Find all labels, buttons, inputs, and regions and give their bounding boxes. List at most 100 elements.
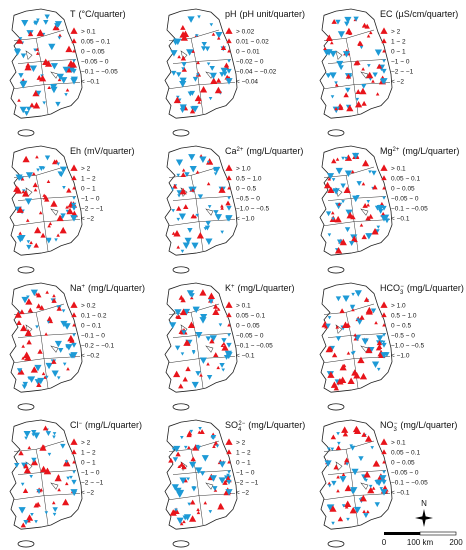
site-symbol [18,231,23,235]
site-symbol [182,376,188,382]
legend-label: 0 ~ 1 [236,460,251,467]
site-symbol [216,365,221,370]
site-symbol [215,31,223,39]
site-symbol [331,158,337,164]
title-name: NO [380,420,394,430]
site-symbol [57,347,64,353]
site-symbol [190,456,196,462]
site-symbol [21,20,29,27]
site-symbol [39,488,44,492]
legend-label: > 0.1 [236,303,251,310]
site-symbol [176,72,182,78]
legend-label: > 0.02 [236,29,255,36]
site-symbol [41,371,46,376]
panel: K+ (mg/L/quarter) > 0.1 0.05 ~ 0.1 0 ~ 0.05 −… [164,282,295,411]
legend-symbol [381,449,387,455]
site-symbol [185,340,191,346]
legend-label: −1 ~ 0 [81,470,100,477]
legend-label: > 0.1 [391,166,406,173]
site-symbol [20,324,28,332]
legend-label: > 0.1 [81,29,96,36]
site-symbol [220,67,228,75]
site-symbol [23,466,31,474]
site-symbol [363,471,371,478]
site-symbol [41,166,46,170]
legend-symbol [70,438,78,445]
legend-symbol [380,215,388,222]
site-symbol [66,67,72,73]
legend-label: 1 ~ 2 [236,450,251,457]
legend-label: 0.01 ~ 0.02 [236,39,269,46]
site-symbol [36,18,40,22]
site-symbol [69,61,78,68]
legend-label: 0.05 ~ 0.1 [391,450,420,457]
site-symbol [32,89,40,97]
site-symbol [176,245,181,249]
site-symbol [35,90,42,96]
site-symbol [54,159,59,163]
site-symbol [346,351,351,355]
site-symbol [23,520,29,525]
site-symbol [183,445,188,450]
legend-symbol [380,489,388,496]
scale-segment [384,532,420,535]
site-symbol [36,382,42,388]
site-symbol [192,307,197,311]
site-symbol [40,232,46,238]
site-symbol [222,341,226,346]
site-symbol [176,95,180,100]
site-symbol [34,226,42,234]
site-symbol [368,484,373,489]
site-symbol [168,457,174,463]
site-symbol [205,238,213,245]
site-symbol [218,477,226,484]
site-symbol [18,507,26,514]
legend-symbol [72,333,76,337]
site-symbol [16,320,22,325]
legend-symbol [380,164,388,171]
legend-label: −0.1 ~ −0.05 [236,343,273,350]
legend-symbol [381,312,387,318]
site-symbol [341,426,349,433]
site-symbol [207,292,216,299]
site-symbol [335,19,341,25]
site-symbol [169,322,177,329]
site-symbol [45,431,52,437]
legend-label: 0 ~ 1 [391,49,406,56]
site-symbol [48,221,53,226]
site-symbol [353,427,362,434]
site-symbol [57,171,63,177]
site-symbol [366,200,371,204]
site-symbol [25,218,30,222]
site-symbol [365,233,373,240]
site-symbol [26,106,32,112]
site-symbol [344,457,350,463]
site-symbol [51,370,59,378]
legend-label: > 2 [81,166,91,173]
site-symbol [214,214,223,221]
panel-title: Eh (mV/quarter) [70,146,135,156]
site-symbol [351,308,355,312]
legend-label: > 1.0 [391,303,406,310]
site-symbol [344,505,349,509]
site-symbol [181,330,187,336]
site-symbol [351,468,359,476]
site-symbol [220,45,227,51]
site-symbol [350,351,355,355]
site-symbol [180,249,185,253]
site-symbol [376,482,381,486]
site-symbol [173,38,177,42]
site-symbol [187,228,193,233]
site-symbol [191,461,196,466]
site-symbol [171,209,176,213]
site-symbol [21,356,25,360]
site-symbol [21,190,26,194]
site-symbol [65,209,70,213]
site-symbol [330,434,337,440]
site-symbol [221,344,229,351]
panel: Cl− (mg/L/quarter) > 2 1 ~ 2 0 ~ 1 −1 ~ 0 −2 ~… [9,419,142,548]
title-sup: − [394,421,398,427]
site-symbol [353,16,359,22]
panel-title: HCO3− (mg/L/quarter) [380,283,464,296]
site-symbol [345,73,352,79]
